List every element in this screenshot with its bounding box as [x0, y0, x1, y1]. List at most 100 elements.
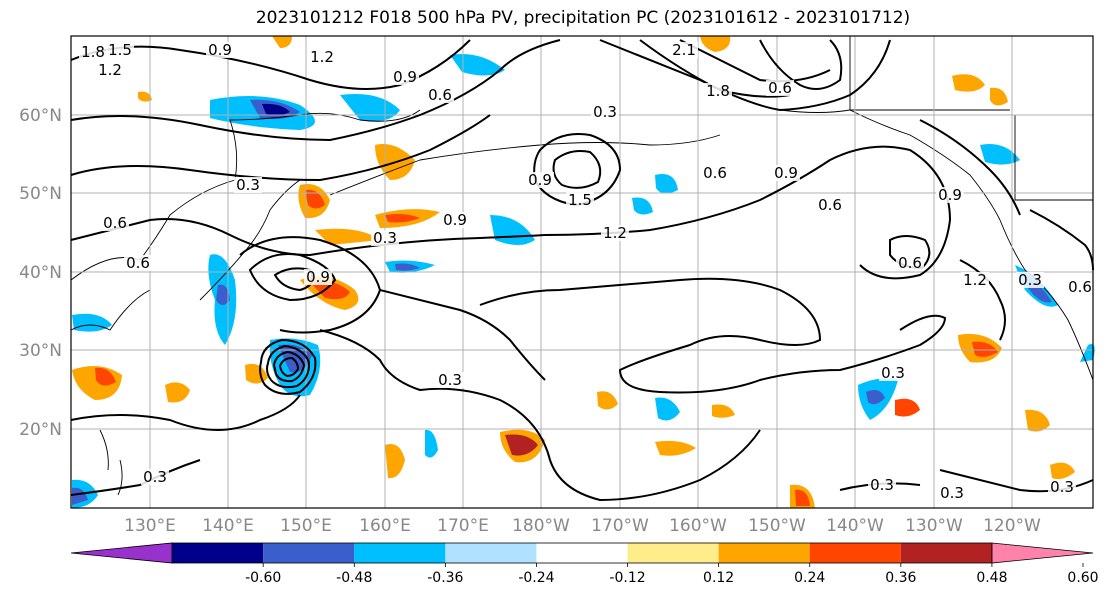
contour-label: 0.3	[1018, 271, 1042, 289]
coastline-china	[70, 289, 151, 331]
shade-positive	[700, 36, 731, 52]
contour-label-bg	[1016, 272, 1044, 288]
coastline-na-west	[999, 219, 1094, 381]
lon-label: 120°W	[983, 516, 1041, 536]
colorbar-segment	[718, 543, 810, 563]
lon-label: 130°E	[124, 516, 176, 536]
lon-label: 140°E	[202, 516, 254, 536]
contour-label: 0.6	[126, 254, 150, 272]
contour-label-bg	[141, 469, 169, 485]
lon-label: 160°E	[359, 516, 411, 536]
shade-negative	[395, 263, 420, 271]
contour-label: 1.2	[310, 48, 334, 66]
contour-label: 0.9	[774, 164, 798, 182]
contour-label-bg	[591, 104, 619, 120]
contour-label: 1.2	[98, 61, 122, 79]
contour-line	[70, 218, 546, 257]
contour-label: 0.3	[940, 484, 964, 502]
colorbar-tick-label: -0.60	[245, 570, 281, 586]
longitude-labels: 130°E 140°E 150°E 160°E 170°E 180°W 170°W 160°W…	[124, 516, 1041, 536]
contour-label-bg	[601, 225, 629, 241]
shade-negative	[866, 390, 885, 405]
contour-label: 1.8	[81, 43, 105, 61]
contour-label: 0.3	[373, 229, 397, 247]
contour-label-bg	[772, 165, 800, 181]
colorbar-segment	[263, 543, 355, 563]
contour-label: 0.3	[593, 103, 617, 121]
contour-label: 0.3	[870, 476, 894, 494]
colorbar-extend-max	[991, 542, 1094, 564]
shade-positive	[165, 382, 190, 403]
shade-positive	[972, 341, 998, 357]
shade-positive	[795, 489, 810, 506]
colorbar-tick-label: 0.60	[1067, 570, 1098, 586]
contour-label: 0.9	[938, 186, 962, 204]
colorbar-segment	[172, 543, 264, 563]
contour-label-bg	[701, 165, 729, 181]
contour-label-bg	[816, 197, 844, 213]
contour-line	[552, 150, 602, 189]
contour-label-bg	[961, 272, 989, 288]
contour-label-bg	[670, 42, 698, 58]
colorbar-segment	[900, 543, 992, 563]
shade-negative	[1080, 344, 1095, 362]
shade-negative	[425, 429, 438, 458]
contour-label-bg	[308, 49, 336, 65]
contour-label-bg	[124, 255, 152, 271]
contour-label: 0.3	[143, 468, 167, 486]
shade-positive	[505, 434, 538, 456]
contour-line	[679, 39, 831, 83]
colorbar-segment	[627, 543, 719, 563]
shade-positive	[895, 398, 920, 417]
colorbar-tick-label: -0.36	[427, 570, 463, 586]
contour-label-bg	[436, 372, 464, 388]
lon-label: 160°W	[669, 516, 727, 536]
contour-label-bg	[868, 477, 896, 493]
shade-negative	[216, 284, 230, 305]
contour-label: 0.6	[103, 214, 127, 232]
contour-line	[599, 39, 891, 112]
contour-label-bg	[234, 177, 262, 193]
colorbar-tick-label: -0.48	[336, 570, 372, 586]
colorbar-outline	[171, 542, 993, 564]
shade-positive	[305, 189, 325, 209]
contour-label-bg	[879, 365, 907, 381]
shade-positive	[712, 404, 735, 418]
lat-label: 30°N	[19, 341, 62, 361]
contour-label: 0.6	[1068, 278, 1092, 296]
contour-line	[239, 236, 382, 334]
colorbar-tick-label: 0.24	[794, 570, 825, 586]
contour-line	[70, 114, 491, 182]
shade-positive	[655, 440, 696, 456]
colorbar-segment	[354, 543, 446, 563]
contour-line	[272, 350, 306, 383]
colorbar-segment	[536, 543, 628, 563]
shade-negative	[655, 397, 680, 421]
contour-line	[379, 289, 546, 381]
shade-negative	[72, 487, 88, 505]
contour-label-bg	[526, 172, 554, 188]
contour-line	[266, 344, 311, 389]
colorbar-tick-label: -0.12	[609, 570, 645, 586]
shade-positive	[310, 281, 350, 300]
shade-negative	[632, 197, 653, 215]
contour-label: 0.6	[428, 86, 452, 104]
contour-label-bg	[96, 62, 124, 78]
shade-positive	[272, 36, 292, 48]
lon-label: 150°W	[748, 516, 806, 536]
colorbar-tick-label: 0.48	[976, 570, 1007, 586]
colorbar-extend-min	[70, 542, 173, 564]
contour-label: 1.5	[108, 41, 132, 59]
contour-label: 1.8	[706, 82, 730, 100]
shade-positive	[385, 444, 405, 479]
contour-line	[70, 394, 301, 431]
shade-positive	[95, 367, 116, 386]
contour-label-bg	[79, 44, 107, 60]
lat-label: 50°N	[19, 184, 62, 204]
latitude-labels: 60°N 50°N 40°N 30°N 20°N	[19, 106, 62, 440]
contour-label: 0.6	[703, 164, 727, 182]
contour-label-bg	[1048, 479, 1076, 495]
contour-label-bg	[206, 42, 234, 58]
contour-label: 0.9	[528, 171, 552, 189]
